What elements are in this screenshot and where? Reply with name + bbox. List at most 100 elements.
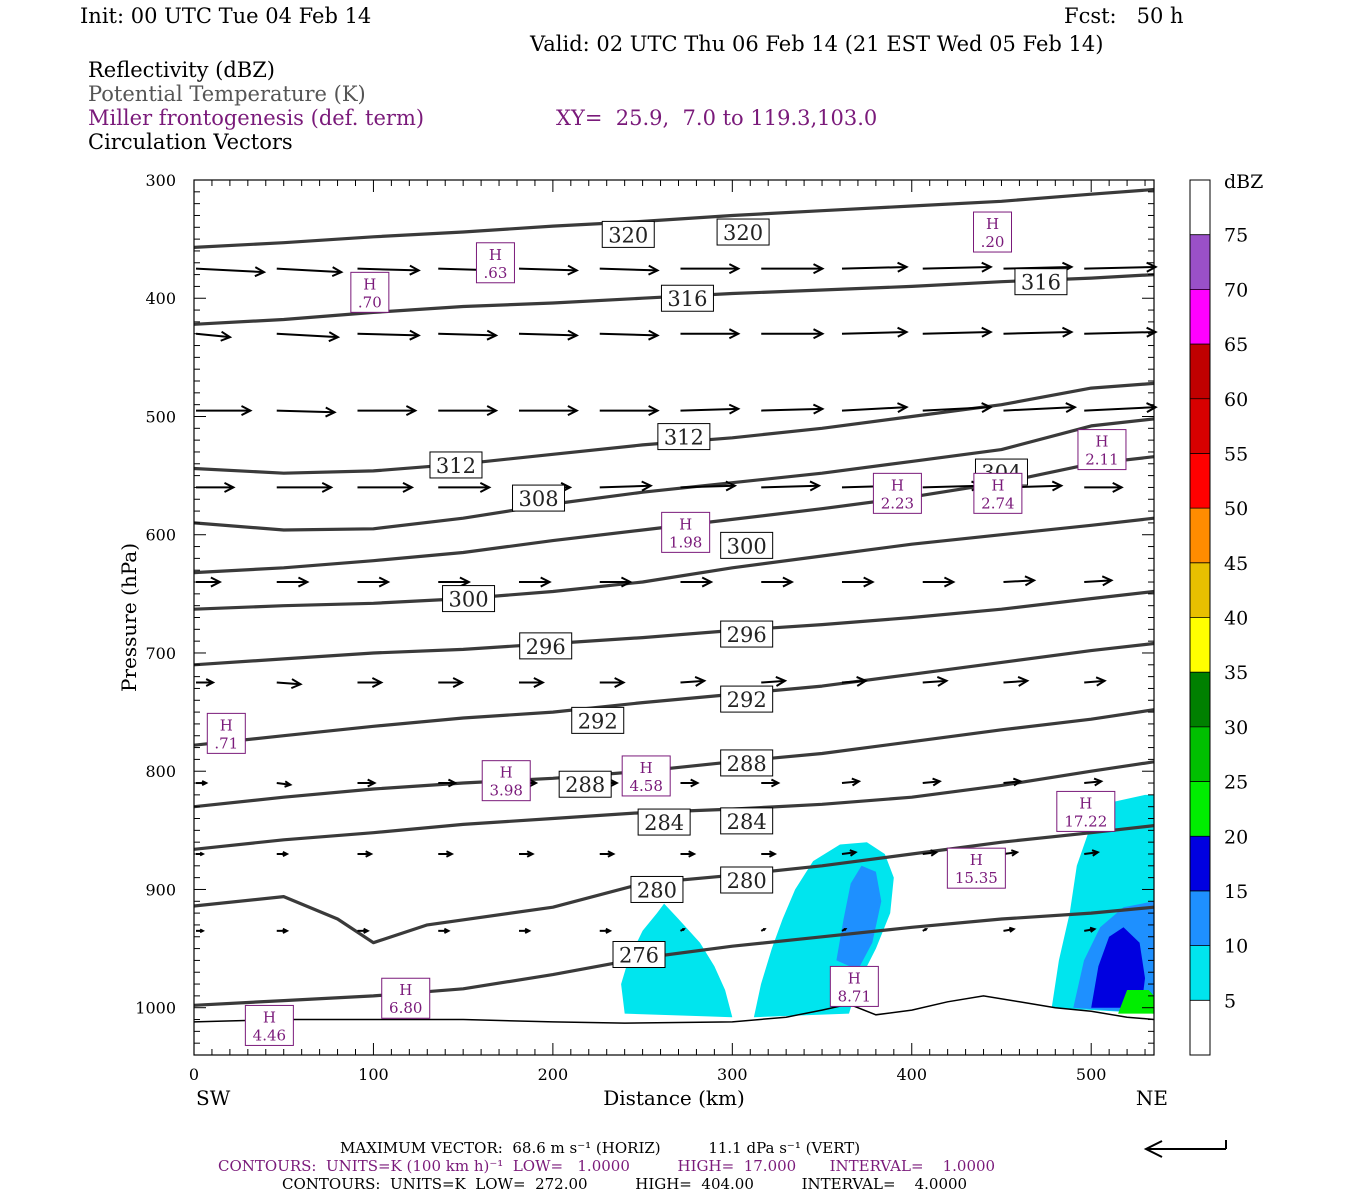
svg-text:H: H: [679, 515, 692, 533]
svg-text:15.35: 15.35: [955, 869, 998, 887]
y-tick-label: 700: [145, 644, 176, 663]
theta-label: 276: [612, 940, 666, 968]
circulation-vector: [276, 331, 341, 343]
frontogenesis-max: H4.58: [621, 755, 671, 797]
circulation-vector: [841, 326, 909, 338]
circulation-vector: [1084, 575, 1114, 587]
svg-text:300: 300: [727, 534, 767, 558]
y-axis-title: Pressure (hPa): [117, 543, 141, 692]
y-tick-label: 900: [145, 880, 176, 899]
theta-label: 312: [657, 423, 711, 451]
x-tick-label: 100: [358, 1065, 389, 1084]
svg-text:284: 284: [727, 810, 767, 834]
circulation-vector: [922, 326, 993, 338]
theta-contour-276: [194, 905, 1154, 1007]
svg-text:4.58: 4.58: [629, 777, 662, 795]
y-tick-label: 600: [145, 526, 176, 545]
theta-label: 320: [601, 220, 655, 248]
circulation-vector: [196, 928, 206, 934]
svg-text:.63: .63: [484, 264, 508, 282]
svg-text:H: H: [500, 764, 513, 782]
circulation-vector: [276, 927, 290, 934]
colorbar-unit: dBZ: [1224, 171, 1263, 193]
circulation-vector: [680, 403, 741, 415]
circulation-vector: [518, 677, 545, 688]
xy-range: XY= 25.9, 7.0 to 119.3,103.0: [556, 106, 878, 130]
sw-label: SW: [196, 1086, 231, 1110]
circulation-vector: [276, 576, 310, 588]
frontogenesis-max: H17.22: [1056, 790, 1116, 832]
circulation-vector: [922, 676, 949, 687]
circulation-vector: [518, 576, 552, 588]
forecast-hour: Fcst: 50 h: [1064, 4, 1184, 28]
circulation-vector: [761, 778, 781, 788]
circulation-vector: [357, 482, 415, 493]
colorbar-segment: [1190, 453, 1210, 509]
circulation-vector: [761, 403, 825, 415]
circulation-vector: [841, 849, 858, 857]
circulation-vector: [841, 676, 868, 687]
theta-contour-320: [194, 187, 1154, 249]
theta-label: 300: [442, 585, 496, 613]
circulation-vector: [276, 482, 334, 493]
circulation-vector: [599, 329, 660, 341]
theta-label: 296: [720, 620, 774, 648]
colorbar-label: 10: [1224, 936, 1248, 958]
svg-text:H: H: [640, 759, 653, 777]
svg-text:3.98: 3.98: [490, 782, 523, 800]
svg-text:H: H: [489, 246, 502, 264]
svg-text:288: 288: [727, 752, 767, 776]
svg-text:316: 316: [667, 287, 707, 311]
circulation-vector: [680, 328, 741, 340]
circulation-vector: [518, 264, 579, 276]
valid-time: Valid: 02 UTC Thu 06 Feb 14 (21 EST Wed …: [530, 32, 1104, 56]
circulation-vector: [1084, 402, 1158, 414]
circulation-vector: [761, 676, 788, 687]
circulation-vector: [841, 928, 848, 932]
circulation-vector: [599, 850, 616, 858]
frontogenesis-max: H.70: [350, 271, 390, 313]
circulation-vector: [357, 778, 377, 788]
colorbar-segment: [1190, 1000, 1210, 1055]
circulation-vector: [518, 850, 535, 858]
x-tick-label: 200: [538, 1065, 569, 1084]
circulation-vector: [1003, 575, 1037, 587]
svg-text:284: 284: [644, 811, 684, 835]
colorbar-segment: [1190, 726, 1210, 782]
circulation-vector: [196, 482, 236, 493]
circulation-vector: [195, 266, 267, 278]
colorbar-label: 40: [1224, 608, 1248, 630]
circulation-vector: [1003, 777, 1023, 787]
svg-text:280: 280: [727, 869, 767, 893]
circulation-vector: [599, 677, 626, 688]
svg-text:H: H: [986, 215, 999, 233]
circulation-vector: [841, 261, 909, 273]
vectors-label: Circulation Vectors: [88, 130, 293, 154]
svg-text:H: H: [220, 716, 233, 734]
colorbar-segment: [1190, 508, 1210, 563]
colorbar-segment: [1190, 398, 1210, 454]
circulation-vector: [438, 850, 455, 858]
svg-text:H: H: [970, 851, 983, 869]
circulation-vector: [438, 329, 499, 341]
colorbar-segment: [1190, 890, 1210, 946]
colorbar-label: 15: [1224, 881, 1248, 903]
circulation-vector: [276, 678, 303, 690]
circulation-vector: [599, 480, 653, 492]
theta-label: 300: [720, 531, 774, 559]
circulation-vector: [195, 330, 233, 342]
circulation-vector: [922, 402, 993, 414]
svg-text:276: 276: [619, 943, 659, 967]
circulation-vector: [438, 405, 499, 417]
init-time: Init: 00 UTC Tue 04 Feb 14: [80, 4, 372, 28]
circulation-vector: [761, 576, 795, 588]
svg-text:17.22: 17.22: [1064, 812, 1107, 830]
circulation-vector: [357, 850, 374, 858]
colorbar-label: 55: [1224, 443, 1248, 465]
theta-contour-info: CONTOURS: UNITS=K LOW= 272.00 HIGH= 404.…: [282, 1175, 968, 1193]
svg-text:H: H: [1095, 433, 1108, 451]
svg-text:292: 292: [578, 709, 618, 733]
circulation-vector: [1003, 402, 1078, 414]
svg-text:.71: .71: [214, 734, 238, 752]
circulation-vector: [518, 329, 579, 341]
